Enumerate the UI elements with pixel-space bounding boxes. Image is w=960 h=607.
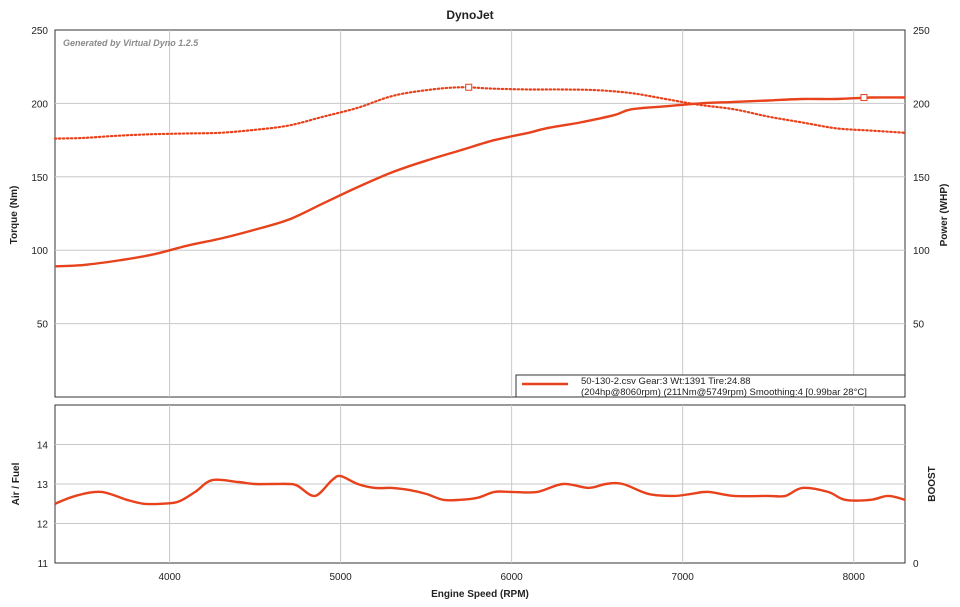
torque-tick-label: 100 xyxy=(31,246,48,257)
torque-curve xyxy=(53,86,907,140)
top-series-group xyxy=(53,83,907,268)
x-tick-label: 6000 xyxy=(501,572,524,583)
torque-tick-label: 250 xyxy=(31,26,48,37)
power-tick-labels: 50 100 150 200 250 xyxy=(913,26,930,331)
torque-tick-label: 150 xyxy=(31,173,48,184)
x-tick-label: 5000 xyxy=(329,572,352,583)
peak-torque-marker xyxy=(465,83,473,91)
power-curve xyxy=(54,96,906,268)
power-tick-label: 50 xyxy=(913,320,925,331)
bottom-gridlines xyxy=(55,405,905,563)
power-tick-label: 150 xyxy=(913,173,930,184)
top-gridlines xyxy=(55,30,905,397)
torque-tick-labels: 50 100 150 200 250 xyxy=(31,26,48,331)
boost-tick-labels: 0 xyxy=(913,559,919,570)
air-fuel-panel: 11 12 13 14 0 4000 5000 6000 7000 8000 Air / Fu… xyxy=(11,404,938,600)
peak-power-marker xyxy=(860,94,868,102)
bottom-series-group xyxy=(54,474,906,506)
chart-title: DynoJet xyxy=(446,8,493,22)
air-fuel-axis-label: Air / Fuel xyxy=(11,462,22,505)
legend-text-line1: 50-130-2.csv Gear:3 Wt:1391 Tire:24.88 xyxy=(581,376,751,387)
x-tick-label: 8000 xyxy=(843,572,866,583)
air-fuel-tick-label: 12 xyxy=(37,520,49,531)
power-axis-label: Power (WHP) xyxy=(939,184,950,247)
air-fuel-curve xyxy=(54,474,906,506)
torque-axis-label: Torque (Nm) xyxy=(9,186,20,245)
x-tick-label: 7000 xyxy=(672,572,695,583)
rpm-axis-label: Engine Speed (RPM) xyxy=(431,589,529,600)
power-tick-label: 200 xyxy=(913,99,930,110)
boost-axis-label: BOOST xyxy=(927,466,938,502)
air-fuel-tick-label: 13 xyxy=(37,480,49,491)
rpm-tick-labels: 4000 5000 6000 7000 8000 xyxy=(158,572,865,583)
power-tick-label: 250 xyxy=(913,26,930,37)
x-tick-label: 4000 xyxy=(158,572,181,583)
torque-power-panel: Generated by Virtual Dyno 1.2.5 50 100 150… xyxy=(9,26,950,398)
top-plot-frame xyxy=(54,29,906,398)
boost-tick-label: 0 xyxy=(913,559,919,570)
legend-box xyxy=(515,374,906,398)
torque-tick-label: 200 xyxy=(31,99,48,110)
air-fuel-tick-label: 14 xyxy=(37,441,49,452)
legend: 50-130-2.csv Gear:3 Wt:1391 Tire:24.88 (… xyxy=(515,374,906,398)
air-fuel-tick-labels: 11 12 13 14 xyxy=(37,441,49,571)
legend-text-line2: (204hp@8060rpm) (211Nm@5749rpm) Smoothin… xyxy=(581,387,867,398)
power-tick-label: 100 xyxy=(913,246,930,257)
torque-tick-label: 50 xyxy=(37,320,49,331)
watermark-text: Generated by Virtual Dyno 1.2.5 xyxy=(63,38,199,48)
air-fuel-tick-label: 11 xyxy=(38,559,49,570)
